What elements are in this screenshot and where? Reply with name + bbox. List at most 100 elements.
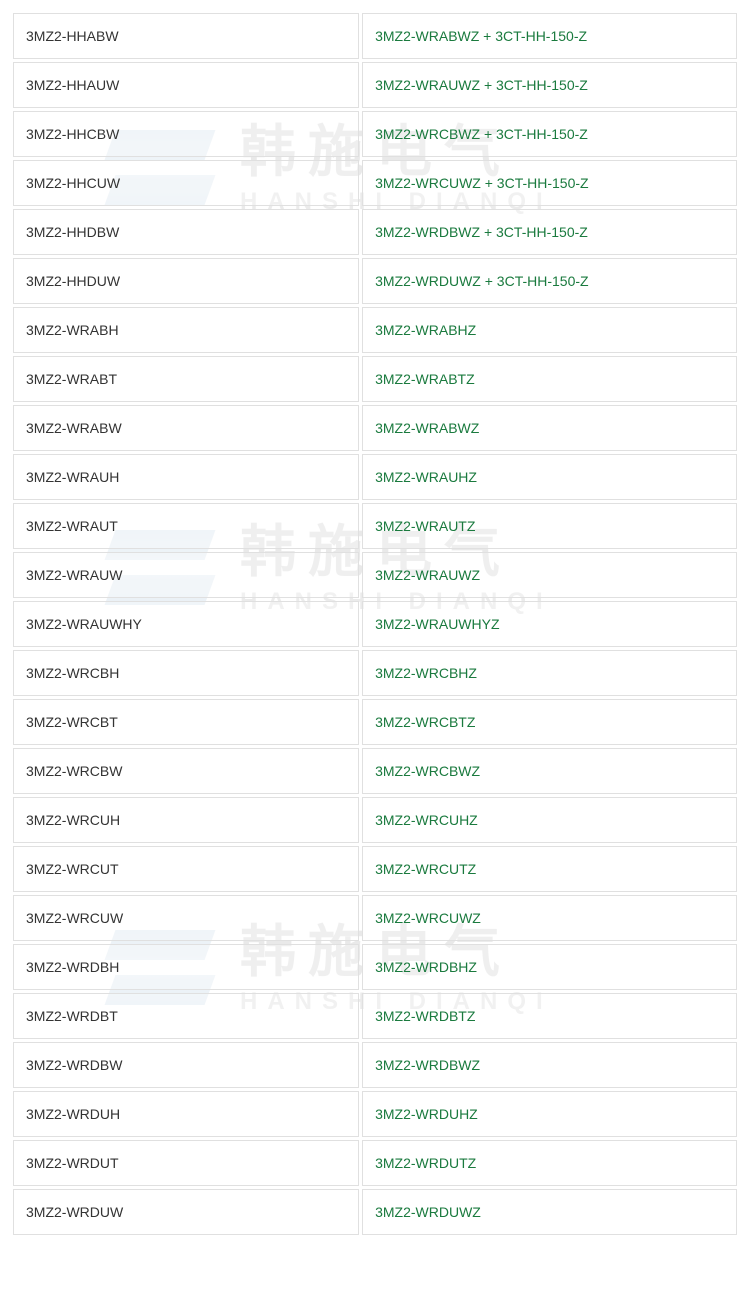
replacement-code-link[interactable]: 3MZ2-WRABHZ [375,322,476,338]
replacement-code-link[interactable]: 3MZ2-WRAUWZ [375,567,480,583]
replacement-code-cell: 3MZ2-WRCBWZ [362,748,737,794]
replacement-code-link[interactable]: 3MZ2-WRCBWZ [375,763,480,779]
table-row: 3MZ2-WRCBW 3MZ2-WRCBWZ [13,748,737,794]
replacement-code-link[interactable]: 3MZ2-WRDUHZ [375,1106,478,1122]
replacement-code-link[interactable]: 3MZ2-WRDUWZ [375,1204,481,1220]
product-code-cell: 3MZ2-WRCBH [13,650,359,696]
replacement-code-cell: 3MZ2-WRAUWHYZ [362,601,737,647]
table-row: 3MZ2-WRAUT 3MZ2-WRAUTZ [13,503,737,549]
replacement-code-link[interactable]: 3MZ2-WRAUWHYZ [375,616,499,632]
replacement-code-cell: 3MZ2-WRDBWZ [362,1042,737,1088]
replacement-code-link[interactable]: 3MZ2-WRAUTZ [375,518,475,534]
replacement-code-link[interactable]: 3MZ2-WRCUWZ [375,910,481,926]
product-code-cell: 3MZ2-WRDBW [13,1042,359,1088]
replacement-code-link[interactable]: 3MZ2-WRABWZ [375,420,479,436]
product-code-cell: 3MZ2-HHDBW [13,209,359,255]
table-row: 3MZ2-HHABW 3MZ2-WRABWZ + 3CT-HH-150-Z [13,13,737,59]
product-code-cell: 3MZ2-WRAUW [13,552,359,598]
replacement-code-cell: 3MZ2-WRCUWZ + 3CT-HH-150-Z [362,160,737,206]
table-row: 3MZ2-WRABH 3MZ2-WRABHZ [13,307,737,353]
product-code-cell: 3MZ2-WRABH [13,307,359,353]
replacement-code-cell: 3MZ2-WRCUHZ [362,797,737,843]
product-code-cell: 3MZ2-HHCBW [13,111,359,157]
replacement-code-link[interactable]: 3MZ2-WRDBWZ [375,1057,480,1073]
product-code-cell: 3MZ2-HHABW [13,13,359,59]
replacement-code-cell: 3MZ2-WRABWZ [362,405,737,451]
table-row: 3MZ2-HHCBW 3MZ2-WRCBWZ + 3CT-HH-150-Z [13,111,737,157]
replacement-code-cell: 3MZ2-WRAUWZ + 3CT-HH-150-Z [362,62,737,108]
product-code-cell: 3MZ2-WRCUW [13,895,359,941]
product-table: 3MZ2-HHABW3MZ2-WRABWZ + 3CT-HH-150-Z3MZ2… [10,10,740,1238]
replacement-code-cell: 3MZ2-WRDUTZ [362,1140,737,1186]
table-row: 3MZ2-WRCBH 3MZ2-WRCBHZ [13,650,737,696]
replacement-code-link[interactable]: 3MZ2-WRAUWZ + 3CT-HH-150-Z [375,77,588,93]
replacement-code-cell: 3MZ2-WRAUWZ [362,552,737,598]
product-code-cell: 3MZ2-WRDUW [13,1189,359,1235]
replacement-code-link[interactable]: 3MZ2-WRABTZ [375,371,475,387]
replacement-code-link[interactable]: 3MZ2-WRAUHZ [375,469,477,485]
replacement-code-link[interactable]: 3MZ2-WRDBWZ + 3CT-HH-150-Z [375,224,588,240]
replacement-code-link[interactable]: 3MZ2-WRCUHZ [375,812,478,828]
product-code-cell: 3MZ2-WRDBT [13,993,359,1039]
product-code-cell: 3MZ2-WRDUH [13,1091,359,1137]
table-row: 3MZ2-WRAUW 3MZ2-WRAUWZ [13,552,737,598]
table-row: 3MZ2-HHCUW 3MZ2-WRCUWZ + 3CT-HH-150-Z [13,160,737,206]
table-row: 3MZ2-WRDUH 3MZ2-WRDUHZ [13,1091,737,1137]
replacement-code-link[interactable]: 3MZ2-WRDUTZ [375,1155,476,1171]
product-code-cell: 3MZ2-WRAUWHY [13,601,359,647]
product-code-cell: 3MZ2-WRCBT [13,699,359,745]
replacement-code-link[interactable]: 3MZ2-WRDBHZ [375,959,477,975]
product-code-cell: 3MZ2-WRABT [13,356,359,402]
table-row: 3MZ2-WRAUH 3MZ2-WRAUHZ [13,454,737,500]
replacement-code-link[interactable]: 3MZ2-WRCBWZ + 3CT-HH-150-Z [375,126,588,142]
replacement-code-cell: 3MZ2-WRAUHZ [362,454,737,500]
replacement-code-cell: 3MZ2-WRABTZ [362,356,737,402]
replacement-code-cell: 3MZ2-WRCUTZ [362,846,737,892]
table-row: 3MZ2-WRCUT3MZ2-WRCUTZ [13,846,737,892]
product-code-cell: 3MZ2-HHCUW [13,160,359,206]
table-row: 3MZ2-WRCUW 3MZ2-WRCUWZ [13,895,737,941]
product-code-cell: 3MZ2-WRCUH [13,797,359,843]
replacement-code-link[interactable]: 3MZ2-WRABWZ + 3CT-HH-150-Z [375,28,587,44]
product-code-cell: 3MZ2-WRDUT [13,1140,359,1186]
product-code-cell: 3MZ2-WRAUH [13,454,359,500]
table-row: 3MZ2-WRDUW 3MZ2-WRDUWZ [13,1189,737,1235]
replacement-code-cell: 3MZ2-WRDUHZ [362,1091,737,1137]
table-row: 3MZ2-WRCBT 3MZ2-WRCBTZ [13,699,737,745]
replacement-code-link[interactable]: 3MZ2-WRCBHZ [375,665,477,681]
replacement-code-cell: 3MZ2-WRABWZ + 3CT-HH-150-Z [362,13,737,59]
replacement-code-cell: 3MZ2-WRAUTZ [362,503,737,549]
replacement-code-link[interactable]: 3MZ2-WRCBTZ [375,714,475,730]
table-row: 3MZ2-WRAUWHY 3MZ2-WRAUWHYZ [13,601,737,647]
replacement-code-cell: 3MZ2-WRDBTZ [362,993,737,1039]
replacement-code-link[interactable]: 3MZ2-WRCUWZ + 3CT-HH-150-Z [375,175,589,191]
table-row: 3MZ2-WRABW 3MZ2-WRABWZ [13,405,737,451]
replacement-code-cell: 3MZ2-WRCUWZ [362,895,737,941]
product-code-cell: 3MZ2-WRDBH [13,944,359,990]
table-row: 3MZ2-WRDBT 3MZ2-WRDBTZ [13,993,737,1039]
table-row: 3MZ2-WRDUT 3MZ2-WRDUTZ [13,1140,737,1186]
table-row: 3MZ2-WRCUH 3MZ2-WRCUHZ [13,797,737,843]
replacement-code-cell: 3MZ2-WRDBHZ [362,944,737,990]
replacement-code-cell: 3MZ2-WRDUWZ [362,1189,737,1235]
table-row: 3MZ2-HHDUW 3MZ2-WRDUWZ + 3CT-HH-150-Z [13,258,737,304]
product-code-cell: 3MZ2-HHAUW [13,62,359,108]
product-code-cell: 3MZ2-WRABW [13,405,359,451]
table-row: 3MZ2-WRDBH 3MZ2-WRDBHZ [13,944,737,990]
replacement-code-cell: 3MZ2-WRCBHZ [362,650,737,696]
product-code-cell: 3MZ2-WRCBW [13,748,359,794]
replacement-code-cell: 3MZ2-WRDUWZ + 3CT-HH-150-Z [362,258,737,304]
table-row: 3MZ2-HHAUW 3MZ2-WRAUWZ + 3CT-HH-150-Z [13,62,737,108]
replacement-code-cell: 3MZ2-WRCBWZ + 3CT-HH-150-Z [362,111,737,157]
replacement-code-link[interactable]: 3MZ2-WRDBTZ [375,1008,475,1024]
replacement-code-link[interactable]: 3MZ2-WRDUWZ + 3CT-HH-150-Z [375,273,589,289]
table-row: 3MZ2-WRDBW 3MZ2-WRDBWZ [13,1042,737,1088]
product-code-cell: 3MZ2-WRAUT [13,503,359,549]
replacement-code-cell: 3MZ2-WRABHZ [362,307,737,353]
table-row: 3MZ2-WRABT 3MZ2-WRABTZ [13,356,737,402]
replacement-code-link[interactable]: 3MZ2-WRCUTZ [375,861,476,877]
product-table-container: 3MZ2-HHABW3MZ2-WRABWZ + 3CT-HH-150-Z3MZ2… [10,10,740,1238]
replacement-code-cell: 3MZ2-WRDBWZ + 3CT-HH-150-Z [362,209,737,255]
replacement-code-cell: 3MZ2-WRCBTZ [362,699,737,745]
product-code-cell: 3MZ2-HHDUW [13,258,359,304]
